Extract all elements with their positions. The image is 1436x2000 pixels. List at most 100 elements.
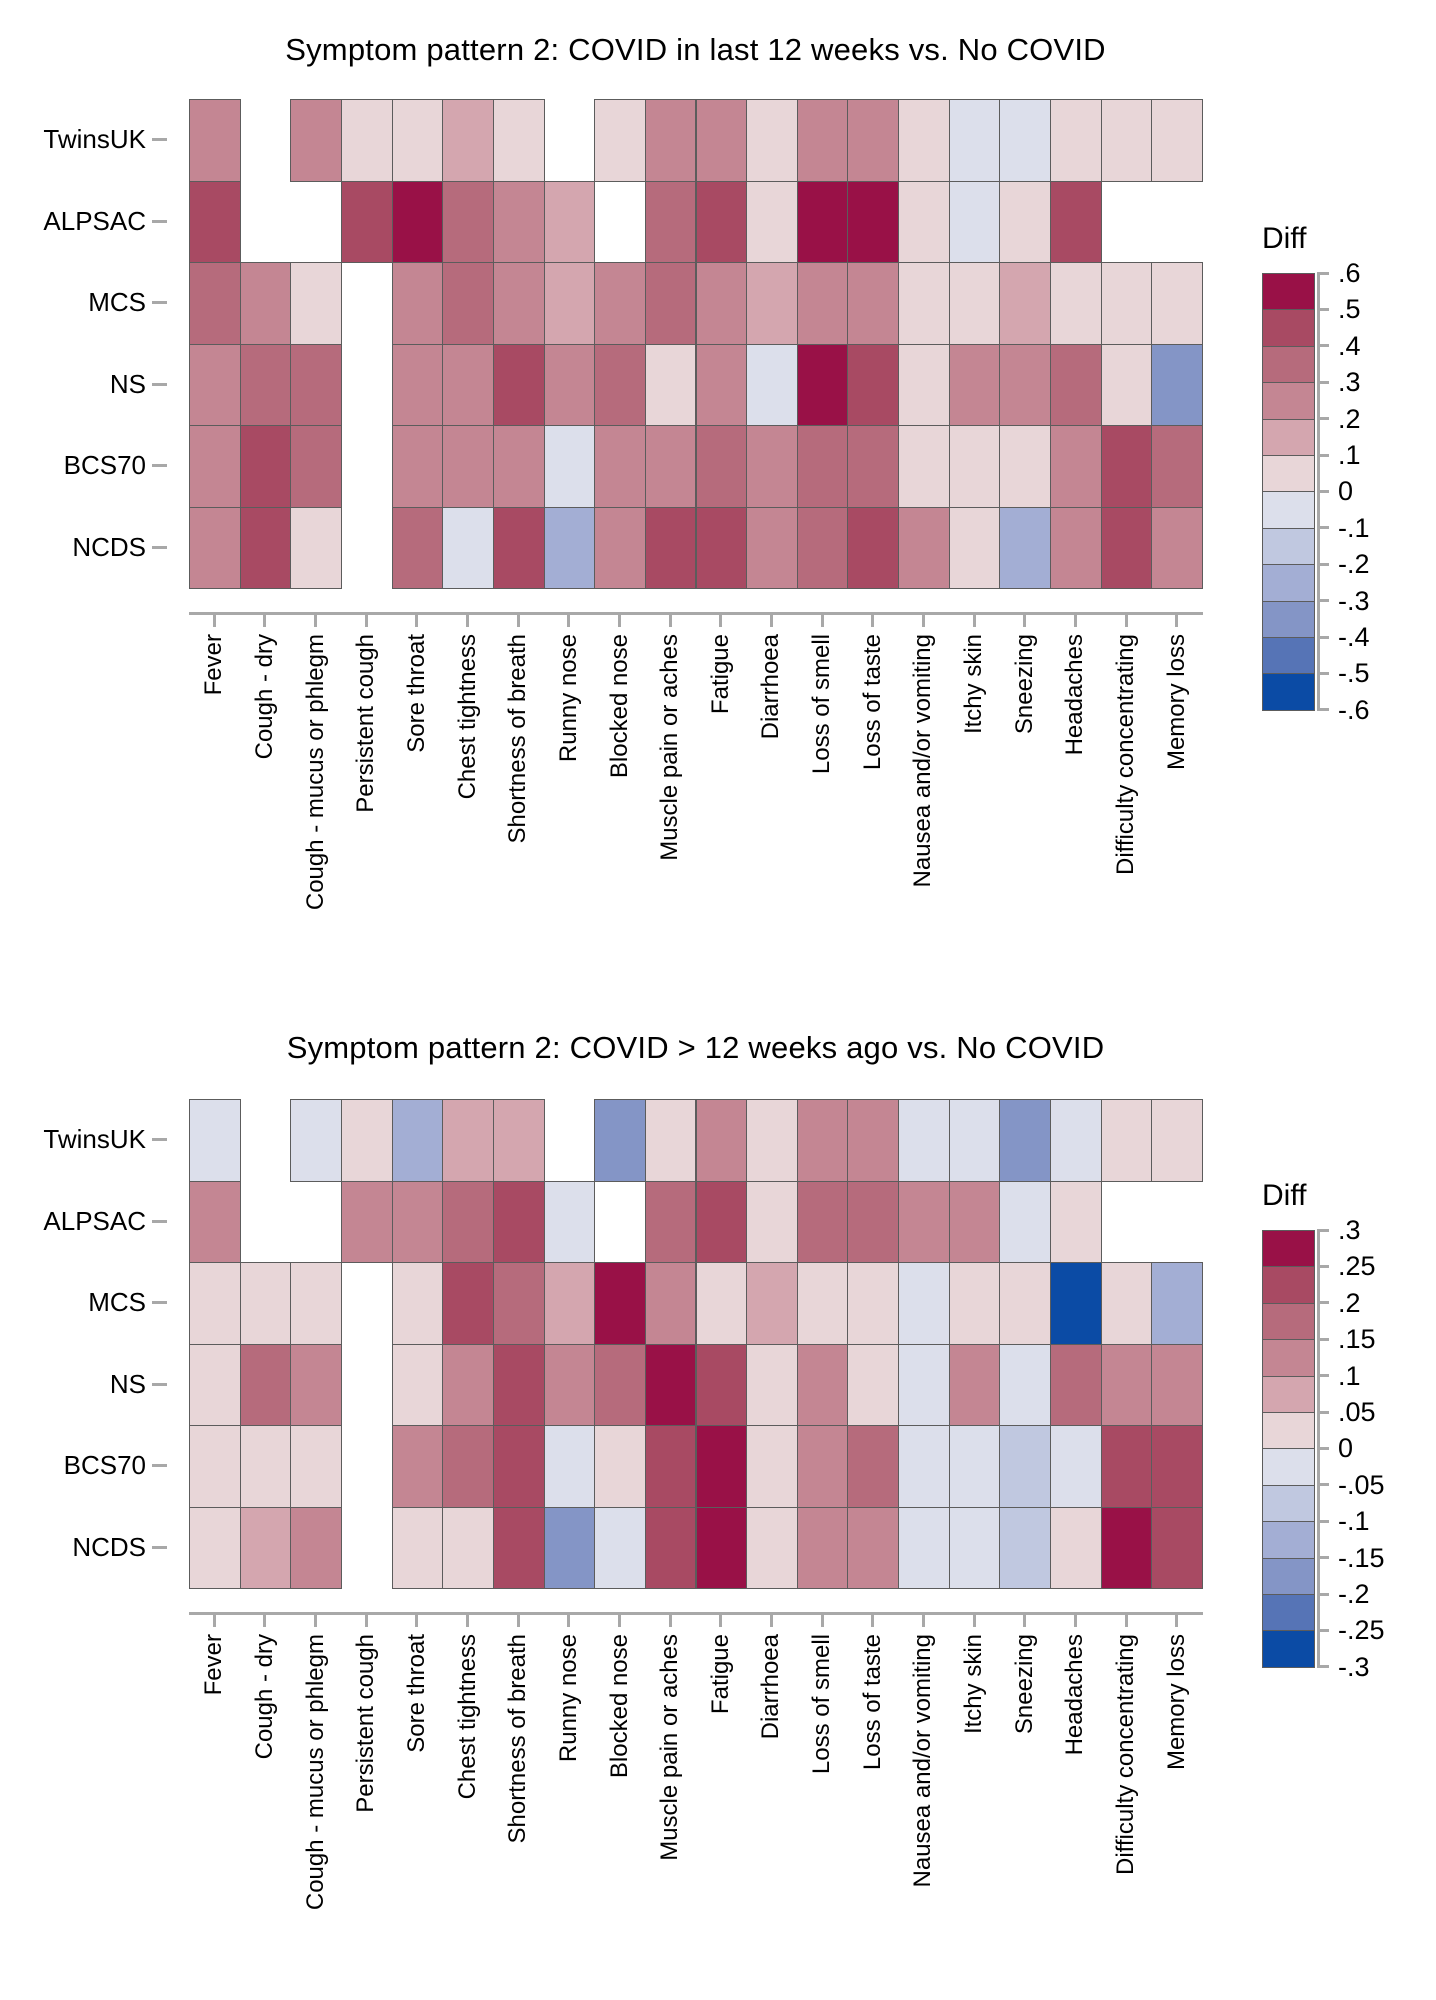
heatmap-cell <box>442 1099 494 1182</box>
heatmap-cell <box>1151 425 1203 508</box>
heatmap-cell <box>239 1425 292 1508</box>
legend-color-band <box>1262 1302 1315 1341</box>
heatmap-cell <box>189 262 241 345</box>
column-label-symptom: Shortness of breath <box>504 634 532 844</box>
legend-color-band <box>1262 382 1315 420</box>
heatmap-cell <box>492 343 545 426</box>
heatmap-cell <box>1050 180 1102 263</box>
heatmap-cell <box>492 1506 545 1589</box>
heatmap-cell <box>1151 1099 1203 1182</box>
legend-color-band <box>1262 1412 1315 1450</box>
heatmap-cell <box>442 1425 494 1508</box>
legend-color-band <box>1262 1594 1315 1632</box>
x-axis-tick-mark <box>263 614 267 627</box>
legend-color-band <box>1262 1630 1315 1668</box>
heatmap-cell <box>189 343 241 426</box>
heatmap-cell <box>290 1506 342 1589</box>
column-label-symptom: Loss of smell <box>808 634 836 775</box>
heatmap-cell <box>391 1180 444 1263</box>
legend-color-band <box>1262 600 1315 638</box>
heatmap-cell <box>391 343 444 426</box>
legend-tick-mark <box>1317 1483 1329 1487</box>
x-axis-tick-mark <box>972 614 976 627</box>
heatmap-cell <box>898 425 950 508</box>
heatmap-cell <box>796 1506 849 1589</box>
heatmap-cell <box>594 343 646 426</box>
heatmap-cell <box>746 262 798 345</box>
legend-tick-label: -.25 <box>1338 1615 1385 1646</box>
heatmap-cell <box>1050 1262 1102 1345</box>
heatmap-cell <box>189 99 241 182</box>
column-label-symptom: Shortness of breath <box>504 1634 532 1844</box>
heatmap-cell <box>594 1425 646 1508</box>
legend-tick-label: .1 <box>1338 1360 1361 1391</box>
heatmap-cell <box>746 180 798 263</box>
heatmap-cell <box>543 180 596 263</box>
column-label-symptom: Loss of taste <box>858 1634 886 1771</box>
legend-tick-mark <box>1317 1592 1329 1596</box>
chart-title-older: Symptom pattern 2: COVID > 12 weeks ago … <box>286 1030 1105 1065</box>
heatmap-cell <box>948 425 1001 508</box>
legend-tick-label: -.2 <box>1338 1579 1370 1609</box>
heatmap-cell <box>644 180 697 263</box>
heatmap-cell <box>1100 1262 1153 1345</box>
row-tick-mark <box>152 464 167 468</box>
heatmap-cell <box>189 1343 241 1426</box>
heatmap-cell <box>492 1099 545 1182</box>
legend-tick-label: .6 <box>1338 258 1361 288</box>
x-axis-tick-mark <box>820 614 824 627</box>
heatmap-cell <box>492 1343 545 1426</box>
heatmap-cell <box>746 425 798 508</box>
legend-tick-mark <box>1317 344 1329 348</box>
legend-tick-label: -.3 <box>1338 585 1370 616</box>
heatmap-cell <box>898 1343 950 1426</box>
column-label-symptom: Persistent cough <box>352 1634 380 1813</box>
heatmap-cell <box>492 425 545 508</box>
heatmap-cell <box>492 1425 545 1508</box>
heatmap-cell <box>543 1262 596 1345</box>
x-axis-tick-mark <box>1124 614 1128 627</box>
x-axis-tick-mark <box>668 614 672 627</box>
heatmap-cell <box>746 1099 798 1182</box>
legend-tick-label: 0 <box>1338 1433 1354 1464</box>
x-axis-tick-mark <box>668 1614 672 1627</box>
heatmap-cell <box>1050 425 1102 508</box>
heatmap-cell <box>644 506 697 589</box>
legend-tick-mark <box>1317 1228 1329 1232</box>
heatmap-cell <box>594 1262 646 1345</box>
column-label-symptom: Loss of smell <box>808 1634 836 1775</box>
column-label-symptom: Itchy skin <box>960 1634 988 1735</box>
x-axis-tick-mark <box>921 614 925 627</box>
heatmap-cell <box>189 1262 241 1345</box>
column-label-symptom: Sore throat <box>402 1634 430 1753</box>
heatmap-cell <box>695 1262 748 1345</box>
heatmap-cell <box>847 180 900 263</box>
heatmap-cell <box>340 1180 393 1263</box>
heatmap-cell <box>442 1506 494 1589</box>
legend-tick-mark <box>1317 1410 1329 1414</box>
heatmap-cell <box>746 99 798 182</box>
legend-tick-label: .3 <box>1338 367 1361 398</box>
heatmap-cell <box>796 343 849 426</box>
legend-tick-mark <box>1317 1264 1329 1268</box>
x-axis-tick-mark <box>1124 1614 1128 1627</box>
legend-tick-label: -.1 <box>1338 1506 1370 1537</box>
heatmap-cell <box>189 1425 241 1508</box>
heatmap-cell <box>492 1262 545 1345</box>
x-axis-tick-mark <box>466 1614 470 1627</box>
row-label-cohort: TwinsUK <box>43 1124 146 1155</box>
column-label-symptom: Sneezing <box>1010 634 1038 735</box>
column-label-symptom: Cough - mucus or phlegm <box>301 634 329 911</box>
row-tick-mark <box>152 219 167 223</box>
heatmap-cell <box>796 506 849 589</box>
legend-color-band <box>1262 527 1315 566</box>
row-tick-mark <box>152 138 167 142</box>
column-label-symptom: Difficulty concentrating <box>1112 1634 1140 1876</box>
row-tick-mark <box>152 1138 167 1142</box>
heatmap-cell <box>442 1180 494 1263</box>
heatmap-cell <box>746 506 798 589</box>
x-axis-tick-mark <box>871 614 875 627</box>
column-label-symptom: Chest tightness <box>453 634 481 800</box>
heatmap-cell <box>442 506 494 589</box>
legend-tick-mark <box>1317 562 1329 566</box>
